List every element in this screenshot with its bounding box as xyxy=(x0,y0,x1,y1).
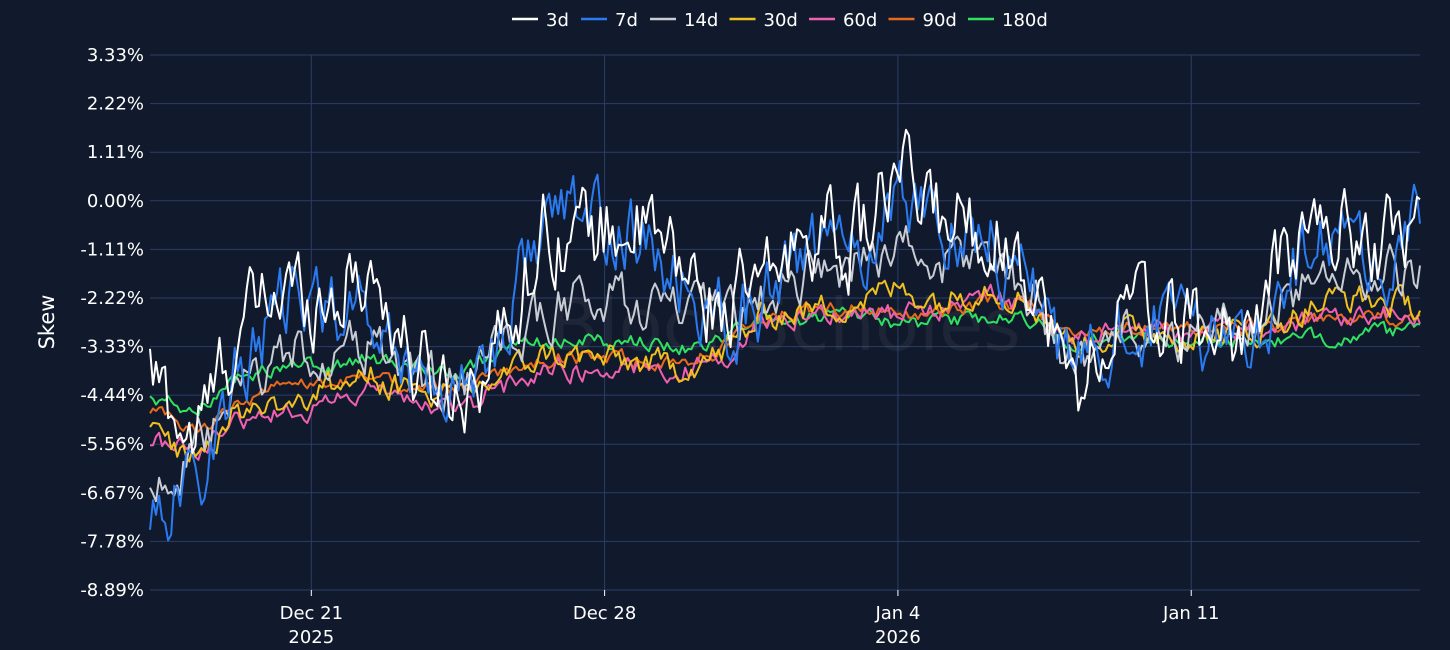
series-layer xyxy=(149,128,1421,542)
x-tick-label: Jan 11 xyxy=(1162,603,1219,624)
series-line-7d xyxy=(149,159,1421,542)
x-tick-year-label: 2026 xyxy=(875,627,921,648)
x-tick-year-label: 2025 xyxy=(288,627,334,648)
y-tick-label: -6.67% xyxy=(80,483,144,504)
y-tick-label: 2.22% xyxy=(87,94,144,115)
legend-label: 180d xyxy=(1002,10,1048,31)
x-tick-label: Dec 28 xyxy=(573,603,636,624)
legend-label: 3d xyxy=(546,10,569,31)
legend-label: 7d xyxy=(615,10,638,31)
series-line-3d xyxy=(149,128,1421,455)
y-tick-label: 3.33% xyxy=(87,45,144,66)
y-tick-label: -2.22% xyxy=(80,288,144,309)
x-tick-label: Jan 4 xyxy=(874,603,920,624)
x-tick-label: Dec 21 xyxy=(280,603,343,624)
y-tick-label: -7.78% xyxy=(80,531,144,552)
y-tick-label: -4.44% xyxy=(80,385,144,406)
y-tick-label: -5.56% xyxy=(80,434,144,455)
y-tick-label: 0.00% xyxy=(87,191,144,212)
legend-label: 30d xyxy=(764,10,798,31)
y-axis: 3.33% 2.22% 1.11% 0.00% -1.11% -2.22% -3.33% -4… xyxy=(80,45,144,601)
y-tick-label: 1.11% xyxy=(87,142,144,163)
legend: 3d 7d 14d 30d 60d 90d 180d xyxy=(512,10,1048,31)
series-line-14d xyxy=(149,225,1421,503)
legend-label: 60d xyxy=(843,10,877,31)
y-tick-label: -3.33% xyxy=(80,337,144,358)
y-axis-title: Skew xyxy=(35,295,59,350)
y-tick-label: -8.89% xyxy=(80,580,144,601)
legend-label: 14d xyxy=(684,10,718,31)
watermark: BlockScholes xyxy=(549,283,1021,367)
x-axis: Dec 21 2025 Dec 28 Jan 4 2026 Jan 11 xyxy=(280,590,1219,648)
y-tick-label: -1.11% xyxy=(80,239,144,260)
legend-label: 90d xyxy=(923,10,957,31)
